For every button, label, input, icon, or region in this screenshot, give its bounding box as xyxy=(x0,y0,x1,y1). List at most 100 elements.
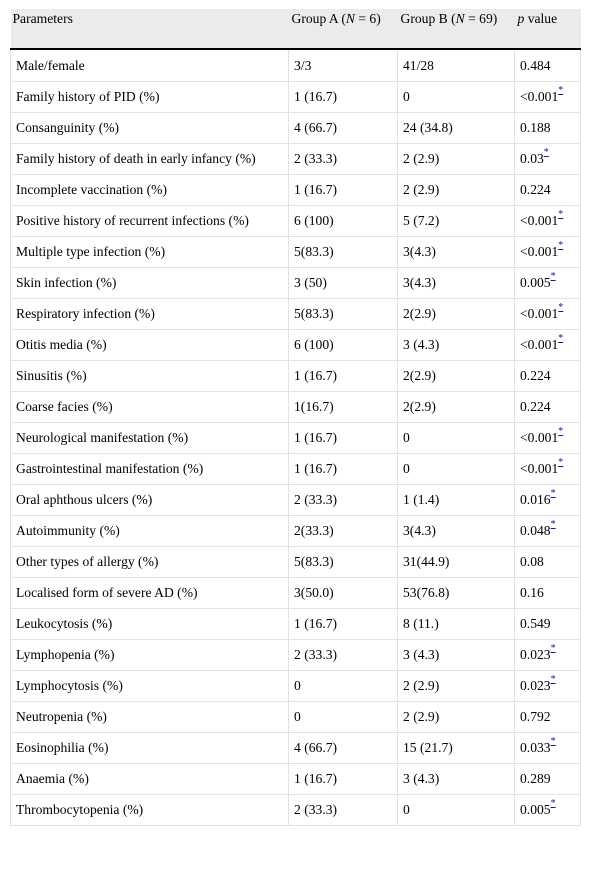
cell-group-a-text: 2 (33.3) xyxy=(294,802,338,817)
cell-p-value: <0.001* xyxy=(514,236,581,268)
header-parameters: Parameters xyxy=(10,9,289,50)
cell-parameter-text: Localised form of severe AD (%) xyxy=(16,585,198,600)
cell-p-value-text: 0.033 xyxy=(520,740,551,755)
footnote-link[interactable]: * xyxy=(558,240,564,251)
footnote-link[interactable]: * xyxy=(550,674,556,685)
cell-p-value: <0.001* xyxy=(514,81,581,113)
cell-parameter-text: Neutropenia (%) xyxy=(16,709,107,724)
footnote-link[interactable]: * xyxy=(558,426,564,437)
cell-parameter: Family history of PID (%) xyxy=(10,81,289,113)
table-row: Lymphopenia (%) 2 (33.3) 3 (4.3) 0.023* xyxy=(10,639,581,671)
cell-p-value: <0.001* xyxy=(514,422,581,454)
header-parameters-label: Parameters xyxy=(12,11,73,26)
cell-group-b: 2(2.9) xyxy=(397,391,515,423)
cell-group-b-text: 5 (7.2) xyxy=(403,213,440,228)
cell-group-a-text: 5(83.3) xyxy=(294,554,334,569)
cell-parameter-text: Male/female xyxy=(16,58,85,73)
table-row: Male/female 3/3 41/28 0.484 xyxy=(10,49,581,82)
cell-group-b: 3(4.3) xyxy=(397,236,515,268)
cell-parameter-text: Positive history of recurrent infections… xyxy=(16,213,249,228)
cell-group-b: 0 xyxy=(397,422,515,454)
cell-group-b-text: 3 (4.3) xyxy=(403,337,440,352)
cell-p-value: 0.16 xyxy=(514,577,581,609)
cell-group-a-text: 6 (100) xyxy=(294,337,334,352)
cell-group-a: 2 (33.3) xyxy=(288,794,398,826)
cell-group-b-text: 2(2.9) xyxy=(403,368,436,383)
cell-group-a: 1 (16.7) xyxy=(288,608,398,640)
cell-group-a: 2(33.3) xyxy=(288,515,398,547)
cell-parameter-text: Family history of PID (%) xyxy=(16,89,160,104)
cell-parameter-text: Lymphocytosis (%) xyxy=(16,678,123,693)
cell-group-a: 2 (33.3) xyxy=(288,484,398,516)
table-row: Respiratory infection (%) 5(83.3) 2(2.9) <0… xyxy=(10,298,581,330)
cell-group-b: 0 xyxy=(397,794,515,826)
cell-parameter-text: Anaemia (%) xyxy=(16,771,89,786)
footnote-link[interactable]: * xyxy=(558,85,564,96)
footnote-link[interactable]: * xyxy=(558,302,564,313)
table-body: Male/female 3/3 41/28 0.484 Family history o… xyxy=(10,49,581,826)
cell-p-value-text: <0.001 xyxy=(520,244,559,259)
header-group-a: Group A (N = 6) xyxy=(288,9,398,50)
table-row: Lymphocytosis (%) 0 2 (2.9) 0.023* xyxy=(10,670,581,702)
cell-group-b-text: 3 (4.3) xyxy=(403,771,440,786)
footnote-link[interactable]: * xyxy=(550,798,556,809)
cell-parameter-text: Thrombocytopenia (%) xyxy=(16,802,144,817)
footnote-link[interactable]: * xyxy=(550,488,556,499)
cell-group-a-text: 5(83.3) xyxy=(294,306,334,321)
table-row: Eosinophilia (%) 4 (66.7) 15 (21.7) 0.033* xyxy=(10,732,581,764)
footnote-link[interactable]: * xyxy=(550,736,556,747)
cell-parameter: Coarse facies (%) xyxy=(10,391,289,423)
cell-parameter: Neutropenia (%) xyxy=(10,701,289,733)
cell-p-value-text: 0.08 xyxy=(520,554,544,569)
header-group-b-n: N xyxy=(455,11,465,26)
cell-group-b-text: 53(76.8) xyxy=(403,585,450,600)
cell-group-a-text: 0 xyxy=(294,709,301,724)
cell-group-b-text: 3(4.3) xyxy=(403,523,436,538)
footnote-link[interactable]: * xyxy=(550,519,556,530)
cell-group-a-text: 1 (16.7) xyxy=(294,771,338,786)
cell-parameter-text: Eosinophilia (%) xyxy=(16,740,109,755)
cell-group-b-text: 15 (21.7) xyxy=(403,740,453,755)
cell-group-a: 5(83.3) xyxy=(288,298,398,330)
cell-p-value: 0.08 xyxy=(514,546,581,578)
cell-group-a: 3(50.0) xyxy=(288,577,398,609)
cell-group-a: 2 (33.3) xyxy=(288,143,398,175)
footnote-link[interactable]: * xyxy=(550,643,556,654)
cell-parameter-text: Coarse facies (%) xyxy=(16,399,113,414)
cell-p-value: 0.005* xyxy=(514,267,581,299)
cell-p-value: 0.033* xyxy=(514,732,581,764)
cell-group-b: 5 (7.2) xyxy=(397,205,515,237)
cell-group-b: 2 (2.9) xyxy=(397,143,515,175)
cell-group-b-text: 0 xyxy=(403,430,410,445)
cell-group-a-text: 6 (100) xyxy=(294,213,334,228)
cell-parameter: Thrombocytopenia (%) xyxy=(10,794,289,826)
cell-parameter-text: Consanguinity (%) xyxy=(16,120,120,135)
table-row: Sinusitis (%) 1 (16.7) 2(2.9) 0.224 xyxy=(10,360,581,392)
footnote-link[interactable]: * xyxy=(550,271,556,282)
cell-group-b: 2(2.9) xyxy=(397,360,515,392)
table-row: Other types of allergy (%) 5(83.3) 31(44.9… xyxy=(10,546,581,578)
cell-parameter-text: Leukocytosis (%) xyxy=(16,616,113,631)
header-group-a-n: N xyxy=(345,11,355,26)
cell-p-value-text: 0.224 xyxy=(520,182,551,197)
cell-parameter: Family history of death in early infancy… xyxy=(10,143,289,175)
cell-group-b: 24 (34.8) xyxy=(397,112,515,144)
cell-p-value-text: 0.005 xyxy=(520,802,551,817)
cell-p-value: 0.224 xyxy=(514,391,581,423)
footnote-link[interactable]: * xyxy=(558,333,564,344)
cell-group-a: 1 (16.7) xyxy=(288,360,398,392)
footnote-link[interactable]: * xyxy=(558,209,564,220)
cell-p-value: 0.188 xyxy=(514,112,581,144)
cell-group-a-text: 2(33.3) xyxy=(294,523,334,538)
cell-p-value: 0.023* xyxy=(514,639,581,671)
cell-group-a: 0 xyxy=(288,701,398,733)
footnote-link[interactable]: * xyxy=(558,457,564,468)
cell-p-value-text: 0.549 xyxy=(520,616,551,631)
cell-group-b-text: 3(4.3) xyxy=(403,275,436,290)
cell-p-value-text: 0.023 xyxy=(520,678,551,693)
cell-parameter: Oral aphthous ulcers (%) xyxy=(10,484,289,516)
cell-group-b: 2 (2.9) xyxy=(397,670,515,702)
cell-group-a: 4 (66.7) xyxy=(288,112,398,144)
cell-parameter: Male/female xyxy=(10,49,289,82)
footnote-link[interactable]: * xyxy=(543,147,549,158)
